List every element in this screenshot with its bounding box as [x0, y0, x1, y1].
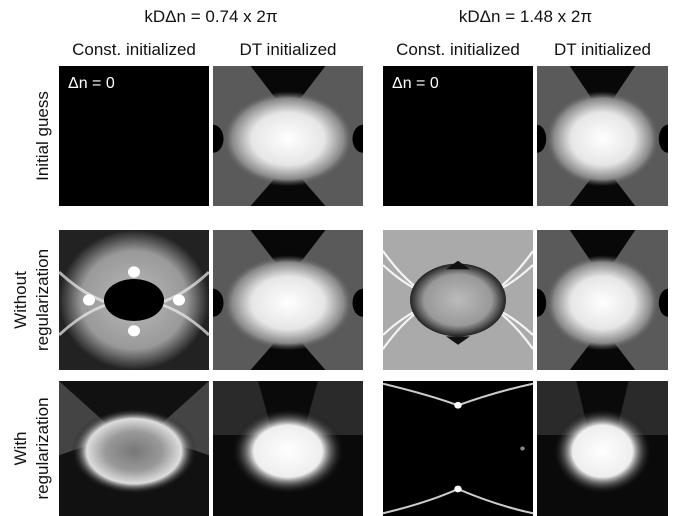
spot	[454, 402, 462, 409]
spot	[454, 486, 462, 493]
shadow	[353, 125, 374, 153]
column-title: DT initialized	[239, 40, 336, 59]
row-label: regularization	[33, 397, 52, 499]
spot	[128, 325, 140, 336]
row-label: regularization	[33, 249, 52, 351]
object	[410, 264, 506, 337]
image-panel	[383, 381, 533, 516]
row-label: Initial guess	[33, 91, 52, 181]
column-title: DT initialized	[554, 40, 651, 59]
image-panel	[383, 230, 533, 370]
image-panel	[213, 381, 363, 516]
object	[231, 408, 345, 494]
object	[222, 255, 354, 350]
object	[104, 279, 164, 321]
spot	[520, 446, 525, 450]
spot	[83, 294, 95, 305]
image-panel	[59, 230, 209, 370]
object	[545, 91, 660, 186]
row-label: With	[11, 432, 30, 466]
group-title: kDΔn = 1.48 x 2π	[459, 7, 592, 26]
object	[553, 408, 653, 494]
panel-label: Δn = 0	[392, 75, 439, 92]
image-panel	[59, 381, 209, 516]
image-panel	[537, 381, 668, 516]
row-label: Without	[11, 271, 30, 329]
object	[71, 408, 197, 494]
figure: kDΔn = 0.74 x 2π Const. initialized DT ini…	[0, 0, 676, 516]
spot	[128, 266, 140, 277]
panel-grid	[59, 66, 676, 516]
object	[222, 91, 354, 186]
spot	[173, 294, 185, 305]
image-panel	[528, 66, 676, 206]
image-panel	[203, 66, 374, 206]
object	[545, 255, 660, 350]
image-bg	[383, 381, 533, 516]
image-panel	[203, 230, 374, 370]
image-panel	[528, 230, 676, 370]
shadow	[353, 289, 374, 317]
panel-label: Δn = 0	[68, 75, 115, 92]
column-title: Const. initialized	[396, 40, 520, 59]
group-title: kDΔn = 0.74 x 2π	[144, 7, 277, 26]
column-title: Const. initialized	[72, 40, 196, 59]
